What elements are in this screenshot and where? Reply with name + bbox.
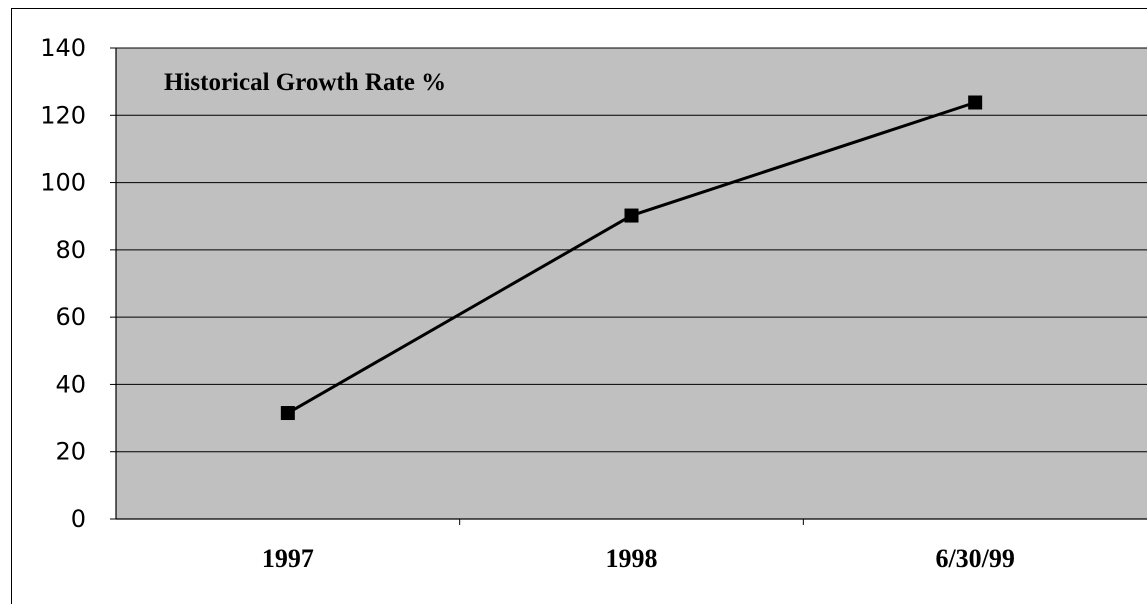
y-tick-label: 0	[71, 505, 86, 533]
gridlines	[116, 47, 1147, 453]
plot-area	[116, 48, 1147, 519]
data-point-marker	[968, 95, 983, 110]
y-tick-label: 100	[40, 169, 86, 197]
y-tick-label: 120	[40, 101, 86, 129]
y-tick-label: 80	[55, 236, 86, 264]
series-group	[280, 95, 983, 421]
y-tick-label: 60	[55, 303, 86, 331]
x-tick-label: 1997	[262, 544, 314, 573]
data-point-marker	[624, 208, 639, 223]
chart-frame	[11, 8, 1147, 604]
data-point-marker	[280, 406, 295, 421]
chart-title: Historical Growth Rate %	[164, 69, 446, 96]
y-tick-label: 40	[55, 370, 86, 398]
y-tick-label: 140	[40, 34, 86, 62]
axes	[115, 48, 1147, 520]
y-tick-label: 20	[55, 438, 86, 466]
x-axis-ticks: 1997 1998 6/30/99	[262, 519, 1015, 573]
y-axis-ticks: 0 20 40 60 80 100 120 140	[40, 34, 116, 533]
x-tick-label: 6/30/99	[935, 544, 1014, 573]
x-tick-label: 1998	[606, 544, 658, 573]
